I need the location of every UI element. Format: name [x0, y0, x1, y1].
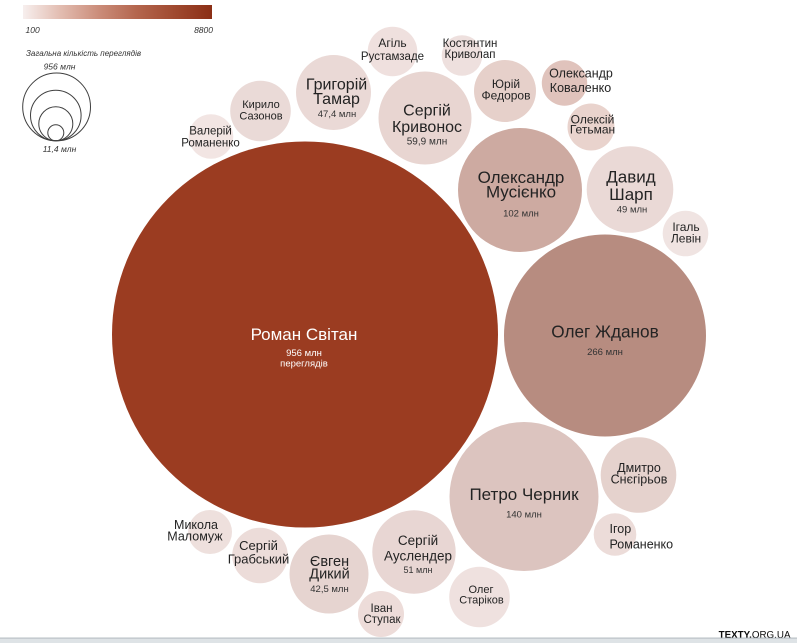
svg-text:Сергій: Сергій [403, 103, 451, 120]
svg-text:Микола: Микола [174, 518, 218, 532]
svg-text:Загальна кількість переглядів: Загальна кількість переглядів [26, 49, 141, 58]
svg-text:Олексій: Олексій [571, 113, 615, 127]
svg-text:Валерій: Валерій [189, 126, 232, 138]
svg-text:Левін: Левін [671, 231, 701, 245]
svg-text:Кривонос: Кривонос [392, 119, 462, 136]
svg-text:Романенко: Романенко [181, 138, 240, 150]
svg-text:Сергій: Сергій [398, 533, 438, 548]
svg-text:Снєгірьов: Снєгірьов [611, 473, 668, 487]
svg-text:Рустамзаде: Рустамзаде [361, 51, 424, 63]
svg-text:42,5 млн: 42,5 млн [310, 584, 348, 595]
svg-text:956 млн: 956 млн [286, 348, 322, 359]
svg-text:100: 100 [26, 25, 40, 35]
svg-text:Криволап: Криволап [445, 49, 496, 61]
svg-text:Маломуж: Маломуж [167, 530, 223, 544]
svg-text:266 млн: 266 млн [587, 347, 623, 358]
svg-text:8800: 8800 [194, 25, 213, 35]
svg-text:956 млн: 956 млн [44, 62, 76, 72]
svg-text:Ігаль: Ігаль [672, 220, 699, 234]
svg-text:Юрій: Юрій [492, 77, 520, 91]
svg-text:Коваленко: Коваленко [550, 81, 611, 95]
svg-text:Сергій: Сергій [239, 538, 278, 553]
svg-text:Олександр: Олександр [549, 67, 613, 81]
svg-text:Грабський: Грабський [228, 552, 290, 567]
svg-text:Ступак: Ступак [363, 614, 401, 626]
svg-text:Агіль: Агіль [378, 36, 406, 50]
svg-text:Євген: Євген [310, 554, 349, 570]
svg-text:Олег: Олег [469, 584, 494, 596]
svg-text:Тамар: Тамар [313, 91, 360, 108]
svg-text:11,4 млн: 11,4 млн [43, 144, 77, 154]
svg-text:Петро Черник: Петро Черник [469, 485, 579, 504]
svg-text:Шарп: Шарп [609, 185, 653, 204]
svg-text:Олександр: Олександр [478, 168, 565, 187]
svg-text:Ігор: Ігор [610, 522, 632, 536]
svg-text:TEXTY.ORG.UA: TEXTY.ORG.UA [719, 630, 791, 641]
svg-text:49 млн: 49 млн [617, 205, 648, 216]
svg-text:Роман Світан: Роман Світан [251, 325, 358, 344]
svg-text:переглядів: переглядів [280, 359, 328, 370]
svg-text:Сазонов: Сазонов [239, 111, 282, 123]
svg-text:Мусієнко: Мусієнко [486, 183, 556, 202]
svg-text:Романенко: Романенко [610, 538, 674, 552]
svg-text:Кирило: Кирило [242, 99, 279, 111]
svg-text:Іван: Іван [371, 603, 393, 615]
svg-text:Олег Жданов: Олег Жданов [551, 322, 658, 342]
svg-text:140 млн: 140 млн [506, 510, 542, 521]
svg-text:Костянтин: Костянтин [443, 38, 498, 50]
svg-text:51 млн: 51 млн [404, 565, 433, 575]
svg-text:102 млн: 102 млн [503, 209, 539, 220]
svg-text:Старіков: Старіков [459, 595, 504, 607]
svg-text:Гетьман: Гетьман [570, 123, 615, 137]
svg-text:59,9 млн: 59,9 млн [407, 137, 447, 148]
svg-text:Ауслендер: Ауслендер [384, 549, 452, 564]
svg-text:Дмитро: Дмитро [617, 461, 661, 475]
svg-text:Федоров: Федоров [482, 89, 531, 103]
svg-text:Дикий: Дикий [309, 567, 349, 583]
svg-text:Давид: Давид [606, 168, 655, 187]
svg-text:47,4 млн: 47,4 млн [318, 109, 356, 120]
svg-text:Григорій: Григорій [306, 77, 367, 94]
